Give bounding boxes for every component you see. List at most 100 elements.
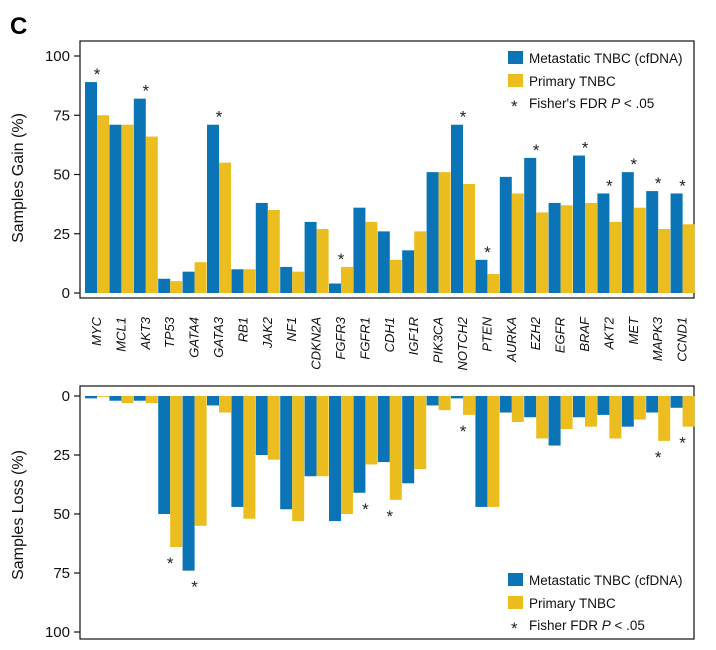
gain-bar-metastatic-egfr [548,202,561,293]
gain-bar-primary-braf [585,202,597,293]
loss-legend: Metastatic TNBC (cfDNA) Primary TNBC * F… [508,573,683,638]
gain-bar-metastatic-tp53 [158,278,171,293]
gene-label-fgfr3: FGFR3 [333,316,348,359]
loss-bar-primary-cdh1 [389,396,402,500]
gene-label-pten: PTEN [479,316,494,351]
gain-bar-primary-ccnd1 [682,224,695,293]
gain-bar-primary-met [633,207,646,293]
loss-bar-metastatic-rb1 [231,396,244,507]
gain-legend: Metastatic TNBC (cfDNA) Primary TNBC * F… [508,51,683,116]
loss-bar-metastatic-notch2 [451,396,463,399]
gain-bar-primary-mapk3 [658,229,671,293]
gain-bar-metastatic-pten [475,259,488,293]
loss-bar-primary-fgfr3 [341,396,353,514]
loss-bar-metastatic-mcl1 [109,396,122,401]
gain-bar-primary-gata3 [219,162,231,293]
gain-bar-primary-igf1r [414,231,427,293]
gene-label-notch2: NOTCH2 [455,316,470,370]
loss-bar-metastatic-jak2 [255,396,268,455]
gain-plot-frame [79,40,695,299]
gain-bar-metastatic-fgfr3 [329,283,341,293]
gene-label-fgfr1: FGFR1 [357,317,372,360]
loss-bar-metastatic-gata4 [182,396,195,571]
gene-label-myc: MYC [89,316,104,346]
loss-bar-primary-jak2 [267,396,280,460]
loss-bar-metastatic-pik3ca [426,396,439,406]
loss-bar-primary-met [633,396,646,420]
loss-bar-metastatic-myc [85,396,97,399]
loss-legend-label-metastatic: Metastatic TNBC (cfDNA) [529,573,683,588]
gain-bar-primary-nf1 [292,271,305,293]
gain-legend-label-primary: Primary TNBC [529,74,616,89]
gain-bar-metastatic-igf1r [402,250,415,293]
loss-bar-metastatic-gata3 [207,396,219,406]
gain-bar-primary-pik3ca [438,172,451,293]
gain-significance-star-gata3: * [216,108,223,127]
loss-significance-star-gata4: * [191,578,198,597]
loss-bar-metastatic-cdkn2a [304,396,317,477]
loss-bar-metastatic-fgfr1 [353,396,366,493]
gain-significance-star-ccnd1: * [679,176,686,195]
gene-label-gata3: GATA3 [211,316,226,357]
gain-bar-primary-fgfr1 [365,221,378,293]
gene-labels: MYC MCL1 AKT3 TP53 GATA4 GATA3 RB1 JAK2 NF1 CDKN2… [89,316,690,371]
loss-bar-primary-tp53 [170,396,183,548]
gene-label-tp53: TP53 [162,316,177,348]
gain-bar-metastatic-akt2 [597,193,610,293]
loss-legend-swatch-primary [508,596,523,609]
gene-label-cdkn2a: CDKN2A [309,317,324,370]
loss-bar-metastatic-nf1 [280,396,293,510]
gain-bar-primary-aurka [511,193,524,293]
gain-y-tick-label: 25 [53,226,70,243]
loss-y-ticks: 0 25 50 75 100 [45,388,80,641]
loss-bar-primary-braf [585,396,597,427]
gain-bar-metastatic-akt3 [133,98,146,293]
loss-legend-sig-p: P [602,618,611,633]
gain-significance-star-pten: * [484,243,491,262]
gain-significance-star-myc: * [94,65,101,84]
gain-significance-star-notch2: * [460,108,467,127]
loss-bar-primary-ccnd1 [682,396,695,427]
loss-bar-primary-igf1r [414,396,427,470]
loss-bar-primary-nf1 [292,396,305,522]
gain-bar-primary-tp53 [170,281,183,293]
gain-bar-metastatic-rb1 [231,269,244,293]
loss-legend-sig-prefix: Fisher FDR [529,618,602,633]
gain-legend-label-metastatic: Metastatic TNBC (cfDNA) [529,51,683,66]
gain-significance-star-akt2: * [606,176,613,195]
loss-y-tick-label: 50 [53,506,70,523]
gain-bar-metastatic-cdh1 [377,231,390,293]
loss-bar-metastatic-akt3 [133,396,146,401]
gain-bar-primary-fgfr3 [341,266,353,293]
gain-bar-metastatic-jak2 [255,202,268,293]
gain-legend-star-icon: * [511,97,518,116]
loss-bar-primary-notch2 [463,396,475,415]
gene-label-igf1r: IGF1R [406,317,421,355]
loss-bar-primary-aurka [511,396,524,422]
panel-label: C [10,13,27,40]
loss-bar-metastatic-aurka [499,396,512,413]
loss-y-tick-label: 25 [53,447,70,464]
gene-label-nf1: NF1 [284,317,299,342]
loss-y-tick-label: 100 [45,624,70,641]
gain-significance-star-akt3: * [142,82,149,101]
loss-legend-label-significance: Fisher FDR P < .05 [529,618,645,633]
loss-bar-primary-akt2 [609,396,622,439]
loss-bar-metastatic-tp53 [158,396,171,514]
loss-y-tick-label: 75 [53,565,70,582]
gain-bar-metastatic-notch2 [451,124,463,293]
gain-bar-primary-jak2 [267,210,280,293]
gain-significance-star-mapk3: * [655,174,662,193]
gain-bar-primary-pten [487,274,500,293]
gain-bar-metastatic-mapk3 [646,191,659,293]
gain-y-tick-label: 0 [62,285,70,302]
gene-label-ccnd1: CCND1 [675,317,690,362]
loss-bar-metastatic-cdh1 [377,396,390,463]
gain-significance-marks: * * * * * * * * * * * * [94,65,687,269]
loss-legend-sig-suffix: < .05 [611,618,645,633]
loss-bars [85,396,695,571]
gene-label-mapk3: MAPK3 [650,316,665,361]
gain-bar-primary-notch2 [463,183,475,293]
